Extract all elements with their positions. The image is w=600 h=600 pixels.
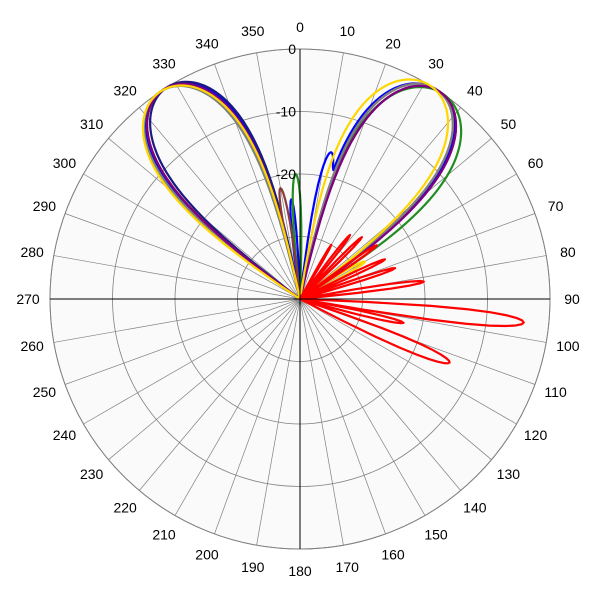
angle-tick-label: 90 [564,291,580,307]
grid-spoke [53,255,301,300]
angle-tick-label: 110 [544,384,567,400]
grid-spoke [83,173,301,300]
angle-tick-label: 330 [152,55,176,71]
angle-tick-label: 190 [241,559,265,575]
grid-spoke [64,213,301,300]
angle-tick-label: 30 [428,55,444,71]
series-line-7 [141,78,450,301]
angle-tick-label: 80 [560,244,576,260]
grid-spoke [299,173,517,300]
angle-tick-label: 0 [296,19,304,35]
grid-spoke [174,298,301,516]
angle-tick-label: 300 [53,155,77,171]
angle-tick-label: 210 [152,527,176,543]
grid-spoke [108,298,301,460]
angle-tick-label: 340 [195,35,219,51]
grid-spoke [299,298,461,491]
angle-tick-label: 250 [33,384,57,400]
angle-tick-label: 10 [339,23,355,39]
angle-tick-label: 350 [241,23,265,39]
grid-spoke [299,63,386,300]
angle-tick-label: 70 [548,198,564,214]
grid-spoke [53,298,301,343]
grid-spoke [299,298,344,546]
angle-tick-label: 100 [556,338,580,354]
grid-spoke [174,82,301,300]
angle-tick-label: 160 [381,547,405,563]
angle-tick-label: 60 [528,155,544,171]
radial-tick-label: 0 [288,41,296,57]
grid-spoke [256,52,301,300]
angle-tick-label: 130 [497,466,521,482]
grid-spoke [299,298,386,535]
grid-spoke [83,298,301,425]
angle-tick-label: 230 [80,466,104,482]
radial-tick-label: -10 [276,104,296,120]
angle-tick-label: 180 [288,563,312,579]
angle-tick-label: 150 [424,527,448,543]
angle-tick-label: 310 [80,116,104,132]
angle-tick-label: 270 [16,291,40,307]
angle-tick-label: 20 [385,35,401,51]
angle-tick-label: 50 [501,116,517,132]
angle-tick-label: 200 [195,547,219,563]
grid-spoke [256,298,301,546]
grid-spoke [214,298,301,535]
grid-spoke [139,298,301,491]
grid-spoke [64,298,301,385]
angle-tick-label: 320 [113,83,137,99]
angle-tick-label: 220 [113,499,137,515]
angle-tick-label: 240 [53,427,77,443]
angle-tick-label: 120 [524,427,548,443]
series-line-8 [298,233,525,365]
angle-tick-label: 170 [336,559,360,575]
grid-spoke [299,298,517,425]
angle-tick-label: 40 [467,83,483,99]
radial-tick-label: -20 [276,166,296,182]
angle-tick-label: 290 [33,198,57,214]
angle-tick-label: 260 [20,338,44,354]
grid-spoke [299,298,492,460]
grid-spoke [299,298,426,516]
angle-tick-label: 280 [20,244,44,260]
grid-spoke [139,107,301,300]
angle-tick-label: 140 [463,499,487,515]
